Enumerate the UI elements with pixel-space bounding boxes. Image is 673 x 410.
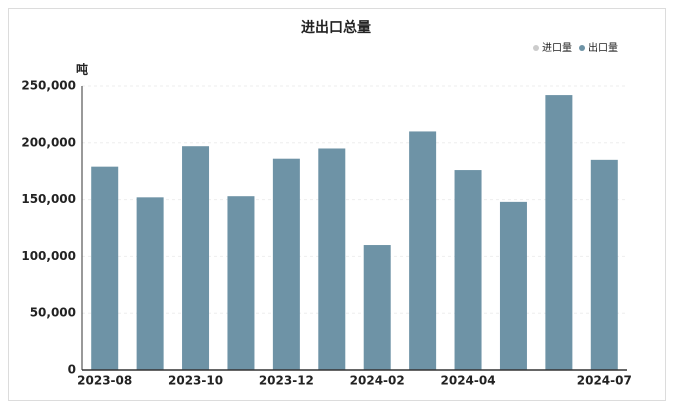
y-tick-label: 250,000 — [21, 79, 76, 93]
x-tick-label: 2023-12 — [259, 374, 314, 388]
bar — [409, 131, 437, 370]
bar — [91, 166, 119, 370]
bar — [363, 245, 391, 370]
bar — [227, 196, 255, 370]
x-tick-label: 2023-10 — [168, 374, 223, 388]
x-tick-label: 2024-02 — [350, 374, 405, 388]
y-tick-label: 50,000 — [30, 306, 76, 320]
bar — [182, 146, 210, 370]
y-tick-label: 0 — [68, 363, 76, 377]
legend-label[interactable]: 出口量 — [588, 41, 618, 54]
x-tick-label: 2024-07 — [577, 374, 632, 388]
y-tick-label: 100,000 — [21, 249, 76, 263]
bar — [136, 197, 164, 370]
bar — [545, 95, 573, 370]
bar — [272, 158, 300, 370]
y-axis-label: 吨 — [76, 62, 88, 77]
bar — [499, 201, 527, 370]
legend-marker[interactable] — [579, 45, 585, 51]
chart-title: 进出口总量 — [301, 19, 371, 36]
y-tick-label: 200,000 — [21, 135, 76, 149]
x-tick-label: 2024-04 — [441, 374, 496, 388]
bar — [454, 170, 482, 370]
y-tick-label: 150,000 — [21, 192, 76, 206]
bar — [590, 159, 618, 370]
legend-marker[interactable] — [533, 45, 539, 51]
bar — [318, 148, 346, 370]
legend-label[interactable]: 进口量 — [542, 42, 572, 54]
x-tick-label: 2023-08 — [77, 374, 132, 388]
